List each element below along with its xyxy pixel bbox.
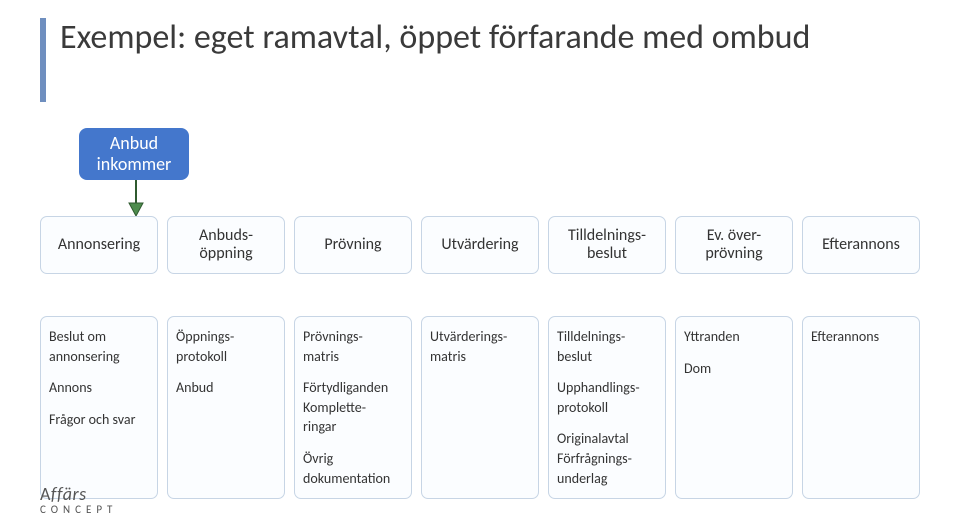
logo-line1-a: A [40, 483, 51, 505]
deliverable-box-6: Efterannons [802, 316, 920, 499]
deliverable-item: Frågor och svar [49, 410, 149, 430]
deliverable-item: Beslut om annonsering [49, 327, 149, 366]
slide: Exempel: eget ramavtal, öppet förfarande… [0, 0, 960, 530]
deliverable-item: Annons [49, 378, 149, 398]
deliverable-item: Efterannons [811, 327, 911, 347]
logo-line1-b: ffärs [51, 483, 87, 505]
deliverable-item: Dom [684, 359, 784, 379]
phase-box-1: Anbuds-öppning [167, 216, 285, 274]
deliverable-box-5: Yttranden Dom [675, 316, 793, 499]
logo-line1: Affärs [40, 483, 117, 505]
anbud-line2: inkommer [79, 154, 189, 175]
logo: Affärs CONCEPT [40, 483, 117, 516]
anbud-line1: Anbud [79, 133, 189, 154]
deliverable-box-1: Öppnings-protokoll Anbud [167, 316, 285, 499]
title-accent-bar [40, 18, 46, 102]
deliverable-item: Övrig dokumentation [303, 449, 403, 488]
deliverable-box-4: Tilldelnings-beslut Upphandlings-protokol… [548, 316, 666, 499]
arrow-down [128, 180, 144, 221]
title-wrap: Exempel: eget ramavtal, öppet förfarande… [40, 18, 920, 102]
deliverable-item: Förtydliganden Komplette-ringar [303, 378, 403, 437]
arrow-down-icon [128, 180, 144, 216]
phase-row: AnnonseringAnbuds-öppningPrövningUtvärde… [40, 216, 920, 274]
deliverable-item: Originalavtal Förfrågnings-underlag [557, 429, 657, 488]
deliverable-item: Utvärderings-matris [430, 327, 530, 366]
page-title: Exempel: eget ramavtal, öppet förfarande… [60, 18, 810, 57]
deliverable-box-2: Prövnings-matris Förtydliganden Komplette… [294, 316, 412, 499]
deliverable-item: Yttranden [684, 327, 784, 347]
phase-box-0: Annonsering [40, 216, 158, 274]
deliverable-row: Beslut om annonsering Annons Frågor och sv… [40, 316, 920, 499]
phase-box-5: Ev. över-prövning [675, 216, 793, 274]
phase-box-3: Utvärdering [421, 216, 539, 274]
deliverable-box-0: Beslut om annonsering Annons Frågor och sv… [40, 316, 158, 499]
deliverable-item: Prövnings-matris [303, 327, 403, 366]
phase-box-4: Tilldelnings-beslut [548, 216, 666, 274]
deliverable-item: Tilldelnings-beslut [557, 327, 657, 366]
deliverable-item: Öppnings-protokoll [176, 327, 276, 366]
deliverable-box-3: Utvärderings-matris [421, 316, 539, 499]
anbud-inkommer-box: Anbud inkommer [79, 128, 189, 180]
deliverable-item: Anbud [176, 378, 276, 398]
deliverable-item: Upphandlings-protokoll [557, 378, 657, 417]
phase-box-2: Prövning [294, 216, 412, 274]
phase-box-6: Efterannons [802, 216, 920, 274]
logo-line2: CONCEPT [40, 503, 117, 516]
